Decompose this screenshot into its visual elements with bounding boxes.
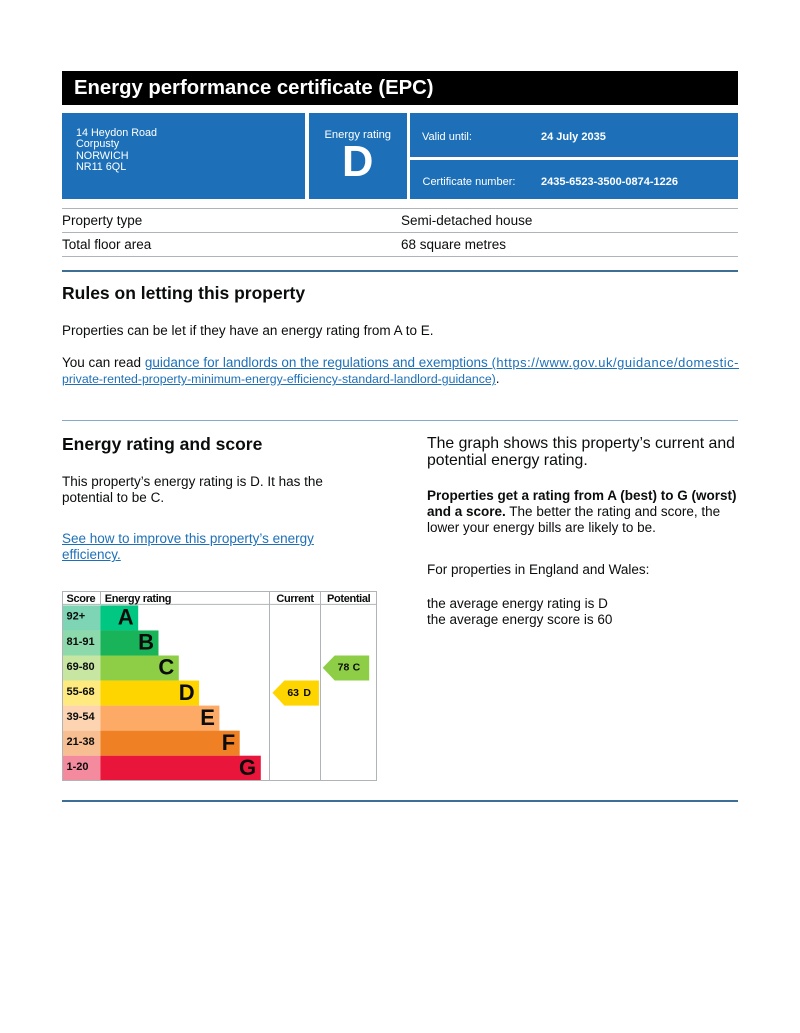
svg-text:D: D xyxy=(303,687,311,699)
svg-text:55-68: 55-68 xyxy=(67,686,95,698)
svg-text:Energy rating: Energy rating xyxy=(105,593,171,605)
svg-text:39-54: 39-54 xyxy=(67,711,96,723)
svg-text:78: 78 xyxy=(338,661,350,673)
svg-text:21-38: 21-38 xyxy=(67,736,95,748)
svg-text:81-91: 81-91 xyxy=(67,636,95,648)
svg-text:Score: Score xyxy=(67,593,96,605)
svg-text:C: C xyxy=(158,655,174,680)
svg-text:Current: Current xyxy=(276,593,314,605)
svg-text:F: F xyxy=(222,730,235,755)
svg-text:63: 63 xyxy=(287,687,299,699)
svg-text:69-80: 69-80 xyxy=(67,661,95,673)
svg-text:G: G xyxy=(239,755,256,780)
svg-text:92+: 92+ xyxy=(67,611,86,623)
svg-text:E: E xyxy=(200,705,215,730)
svg-text:C: C xyxy=(353,661,361,673)
svg-text:D: D xyxy=(179,680,195,705)
svg-text:B: B xyxy=(138,630,154,655)
svg-text:1-20: 1-20 xyxy=(67,761,89,773)
svg-text:A: A xyxy=(118,605,134,630)
svg-text:Potential: Potential xyxy=(327,593,371,605)
